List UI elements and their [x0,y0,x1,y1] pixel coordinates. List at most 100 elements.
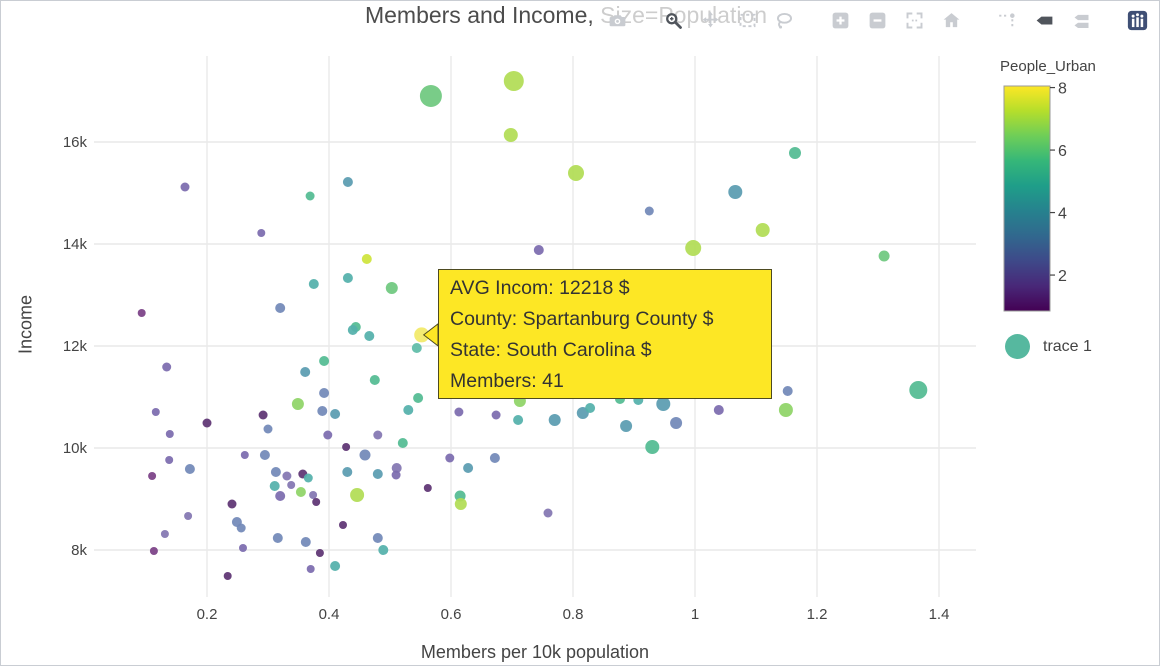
zoom-out-button[interactable] [865,8,889,32]
scatter-point[interactable] [342,443,351,451]
scatter-point[interactable] [160,530,169,538]
scatter-point[interactable] [342,177,353,187]
scatter-point-hovered[interactable] [414,327,430,343]
scatter-point[interactable] [306,565,315,573]
scatter-point[interactable] [342,467,353,477]
scatter-point[interactable] [317,406,328,416]
autoscale-button[interactable] [902,8,926,32]
scatter-point[interactable] [909,381,928,399]
scatter-point[interactable] [137,309,146,317]
scatter-point[interactable] [644,206,654,216]
scatter-point[interactable] [258,410,268,420]
zoom-in-button[interactable] [828,8,852,32]
scatter-point[interactable] [419,85,442,107]
scatter-point[interactable] [308,279,319,289]
scatter-point[interactable] [533,245,544,255]
scatter-point[interactable] [323,430,333,440]
scatter-point[interactable] [319,388,330,398]
scatter-point[interactable] [548,414,561,426]
scatter-point[interactable] [359,449,371,461]
scatter-point[interactable] [151,408,160,416]
scatter-point[interactable] [513,415,524,425]
scatter-point[interactable] [165,430,174,438]
scatter-point[interactable] [755,223,770,237]
scatter-point[interactable] [184,464,195,474]
pan-button[interactable] [698,8,722,32]
scatter-point[interactable] [291,398,304,410]
scatter-point[interactable] [236,523,246,533]
scatter-point[interactable] [309,491,318,499]
scatter-point[interactable] [305,191,315,201]
scatter-point[interactable] [503,71,524,91]
scatter-point[interactable] [223,572,232,580]
hover-compare-button[interactable] [1069,8,1093,32]
box-select-button[interactable] [735,8,759,32]
scatter-point[interactable] [282,471,292,481]
scatter-point[interactable] [240,451,249,459]
scatter-point[interactable] [385,282,398,294]
scatter-point[interactable] [269,481,280,491]
scatter-point[interactable] [568,165,584,181]
scatter-point[interactable] [149,547,158,555]
scatter-point[interactable] [445,453,455,463]
scatter-point[interactable] [300,537,311,547]
scatter-point[interactable] [378,545,389,555]
download-png-button[interactable] [605,8,629,32]
scatter-point[interactable] [543,508,553,518]
scatter-point[interactable] [789,147,801,159]
scatter-point[interactable] [372,469,383,479]
scatter-point[interactable] [300,367,311,377]
scatter-point[interactable] [148,472,157,480]
scatter-point[interactable] [411,343,422,353]
scatter-point[interactable] [184,512,193,520]
lasso-select-button[interactable] [772,8,796,32]
reset-axes-button[interactable] [939,8,963,32]
scatter-point[interactable] [257,229,266,237]
scatter-point[interactable] [778,403,793,417]
scatter-point[interactable] [489,453,500,463]
scatter-point[interactable] [423,484,432,492]
toggle-spikelines-button[interactable] [995,8,1019,32]
scatter-point[interactable] [275,303,286,313]
scatter-point[interactable] [339,521,347,529]
scatter-point[interactable] [364,331,375,341]
scatter-point[interactable] [330,409,341,419]
scatter-point[interactable] [312,498,321,506]
scatter-point[interactable] [728,185,743,199]
scatter-point[interactable] [373,430,383,440]
scatter-point[interactable] [878,250,890,262]
scatter-point[interactable] [454,407,464,417]
scatter-point[interactable] [372,533,383,543]
scatter-point[interactable] [670,417,683,429]
scatter-point[interactable] [391,463,402,473]
scatter-point[interactable] [713,405,724,415]
scatter-point[interactable] [503,128,518,142]
scatter-point[interactable] [391,470,401,480]
scatter-point[interactable] [403,405,414,415]
plotly-logo-button[interactable] [1125,8,1149,32]
scatter-point[interactable] [454,498,467,510]
legend-trace-label[interactable]: trace 1 [1043,337,1092,355]
scatter-point[interactable] [270,467,281,477]
scatter-point[interactable] [491,410,501,420]
scatter-point[interactable] [202,418,212,428]
scatter-point[interactable] [361,254,372,264]
scatter-point[interactable] [620,420,633,432]
scatter-point[interactable] [162,362,172,372]
scatter-point[interactable] [287,481,296,489]
scatter-point[interactable] [239,544,247,552]
scatter-point[interactable] [342,273,353,283]
scatter-point[interactable] [303,473,313,483]
scatter-point[interactable] [315,549,324,557]
scatter-point[interactable] [347,325,358,335]
scatter-point[interactable] [180,182,190,192]
scatter-point[interactable] [227,499,237,509]
scatter-point[interactable] [413,393,424,403]
scatter-point[interactable] [397,438,408,448]
scatter-point[interactable] [585,403,596,413]
scatter-point[interactable] [463,463,474,473]
scatter-point[interactable] [656,397,671,411]
scatter-point[interactable] [272,533,283,543]
scatter-point[interactable] [275,491,286,501]
